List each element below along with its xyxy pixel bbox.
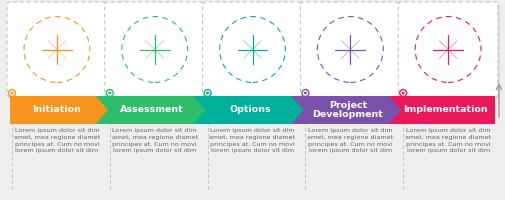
Text: Lorem ipsum dolor sit dim
amet, mea regione diamet
principes at. Cum no movi
lor: Lorem ipsum dolor sit dim amet, mea regi…	[112, 128, 198, 153]
Text: Assessment: Assessment	[120, 106, 184, 114]
Text: Initiation: Initiation	[32, 106, 81, 114]
Circle shape	[401, 92, 405, 95]
Text: Options: Options	[229, 106, 271, 114]
Polygon shape	[291, 96, 407, 124]
Text: Lorem ipsum dolor sit dim
amet, mea regione diamet
principes at. Cum no movi
lor: Lorem ipsum dolor sit dim amet, mea regi…	[210, 128, 295, 153]
Circle shape	[399, 90, 407, 97]
Polygon shape	[96, 96, 212, 124]
Polygon shape	[10, 96, 114, 124]
FancyBboxPatch shape	[300, 2, 400, 97]
Circle shape	[317, 17, 383, 82]
Polygon shape	[193, 96, 310, 124]
Circle shape	[304, 92, 307, 95]
Circle shape	[204, 90, 211, 97]
FancyBboxPatch shape	[106, 3, 206, 98]
FancyBboxPatch shape	[302, 3, 401, 98]
FancyBboxPatch shape	[204, 3, 304, 98]
Polygon shape	[389, 96, 495, 124]
Text: Lorem ipsum dolor sit dim
amet, mea regione diamet
principes at. Cum no movi
lor: Lorem ipsum dolor sit dim amet, mea regi…	[307, 128, 393, 153]
Circle shape	[220, 17, 285, 82]
Text: Implementation: Implementation	[403, 106, 488, 114]
FancyBboxPatch shape	[7, 2, 107, 97]
FancyBboxPatch shape	[9, 3, 108, 98]
Circle shape	[11, 92, 14, 95]
Text: Lorem ipsum dolor sit dim
amet, mea regione diamet
principes at. Cum no movi
lor: Lorem ipsum dolor sit dim amet, mea regi…	[405, 128, 491, 153]
Circle shape	[122, 17, 188, 82]
Text: Project
Development: Project Development	[313, 101, 383, 119]
Circle shape	[415, 17, 481, 82]
FancyBboxPatch shape	[203, 2, 302, 97]
FancyBboxPatch shape	[398, 2, 498, 97]
Circle shape	[24, 17, 90, 82]
Circle shape	[206, 92, 209, 95]
Circle shape	[106, 90, 113, 97]
FancyBboxPatch shape	[399, 3, 499, 98]
FancyBboxPatch shape	[105, 2, 205, 97]
Circle shape	[302, 90, 309, 97]
Circle shape	[9, 90, 16, 97]
Text: Lorem ipsum dolor sit dim
amet, mea regione diamet
principes at. Cum no movi
lor: Lorem ipsum dolor sit dim amet, mea regi…	[14, 128, 100, 153]
Circle shape	[108, 92, 111, 95]
